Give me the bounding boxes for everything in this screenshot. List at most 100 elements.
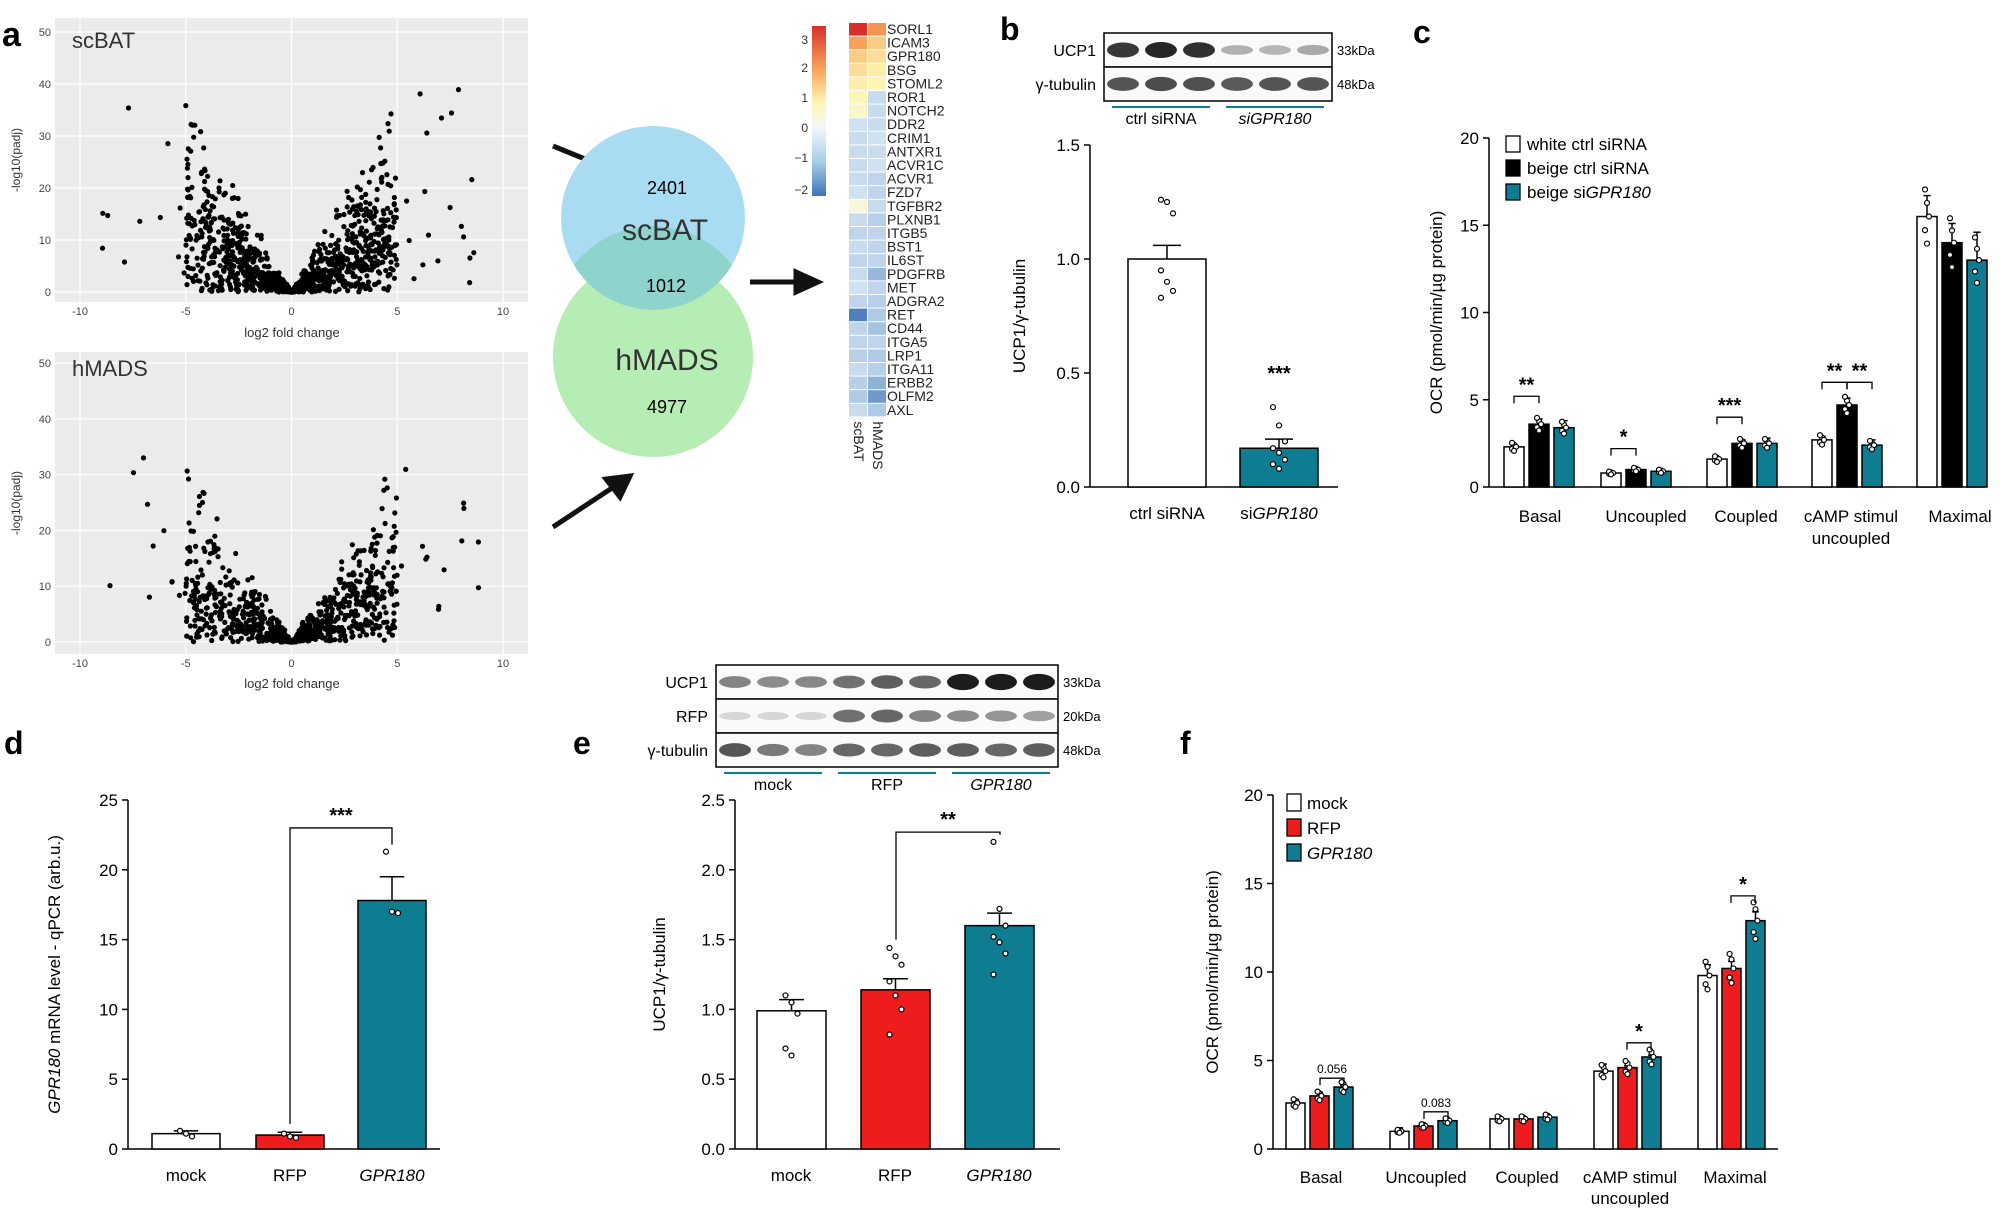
volcano-point [389,224,396,231]
blot-band [833,743,865,757]
volcano-point [221,268,227,274]
volcano-point [264,256,270,262]
volcano-point [420,262,426,268]
y-axis-label: OCR (pmol/min/µg protein) [1203,870,1222,1073]
blot-band [947,710,979,722]
volcano-point [238,231,245,237]
volcano-point [253,252,259,259]
volcano-point [198,288,204,294]
volcano-point [377,623,383,630]
data-point [1818,441,1826,448]
volcano-point [376,134,382,140]
volcano-point [356,258,362,264]
volcano-point [380,259,386,265]
volcano-point [382,223,388,229]
volcano-point [378,227,384,233]
volcano-point [121,259,128,265]
heatmap-gene-label: PLXNB1 [887,211,941,227]
bar [1721,967,1742,1150]
data-point [1342,1083,1349,1091]
data-point [1600,1074,1607,1081]
volcano-x-tick: -10 [72,658,88,670]
volcano-point [276,287,282,293]
volcano-point [357,275,363,282]
volcano-point [383,217,389,224]
volcano-point [221,217,227,223]
volcano-point [257,257,263,263]
volcano-point [218,605,224,612]
heatmap-gene-label: RET [887,307,915,323]
volcano-point [370,564,376,571]
blot-band [1259,45,1291,55]
volcano-point [360,231,366,237]
y-axis-label: OCR (pmol/min/µg protein) [1427,211,1446,414]
volcano-point [360,259,366,265]
blot-band [795,676,827,688]
volcano-point [381,487,387,493]
volcano-point [229,584,235,590]
heatmap-gene-label: GPR180 [887,48,941,64]
heatmap-gene-label: ITGA5 [887,334,928,350]
volcano-point [252,267,259,273]
volcano-point [288,638,294,645]
volcano-point [276,276,282,282]
data-point [1290,1096,1297,1103]
volcano-point [309,615,315,621]
volcano-point [350,572,356,578]
volcano-point [194,612,200,618]
data-point [1946,251,1954,259]
volcano-point [221,257,227,263]
heatmap-cell [868,199,886,213]
volcano-point [196,493,203,500]
significance-bracket [1716,416,1743,425]
volcano-point [471,250,477,256]
volcano-point [299,634,305,641]
volcano-point [304,636,310,642]
volcano-point [262,273,268,279]
volcano-point [220,246,226,252]
blot-band [985,743,1017,757]
panel-letter-b: b [1000,11,1020,47]
volcano-point [215,546,221,552]
heatmap-gene-label: BSG [887,62,917,78]
volcano-point [184,254,190,260]
volcano-point [244,623,250,629]
heatmap-cell [849,159,867,172]
volcano-point [328,242,334,248]
volcano-point [196,616,202,622]
volcano-point [146,594,152,600]
data-point [1002,922,1009,929]
data-point [1496,1118,1503,1125]
bar [964,924,1035,1150]
data-point [1157,196,1165,203]
heatmap-gene-label: ACVR1 [887,171,934,187]
volcano-point [307,622,313,629]
legend-label: GPR180 [1307,844,1373,863]
volcano-point [203,605,209,611]
venn-bottom-count: 4977 [647,397,687,417]
legend-label: RFP [1307,819,1341,838]
volcano-point [203,611,209,617]
heatmap-cell [849,213,867,226]
volcano-y-tick: 50 [39,27,51,39]
heatmap-gene-label: SORL1 [887,21,933,37]
data-point [1973,245,1981,252]
volcano-point [209,203,215,209]
volcano-point [235,638,241,645]
volcano-point [305,273,311,279]
significance-bracket [1319,1077,1345,1086]
volcano-point [246,617,252,623]
significance-bracket [1610,447,1637,456]
volcano-point [217,263,223,269]
data-point [898,1006,905,1013]
data-point [1948,264,1956,271]
data-point [788,999,795,1006]
x-category-label: Basal [1519,507,1562,526]
volcano-point [374,615,380,621]
heatmap-cell [849,23,867,36]
blot-row-label: γ-tubulin [648,743,708,760]
data-point [182,1130,190,1137]
volcano-point [224,249,230,255]
volcano-point [230,249,236,255]
